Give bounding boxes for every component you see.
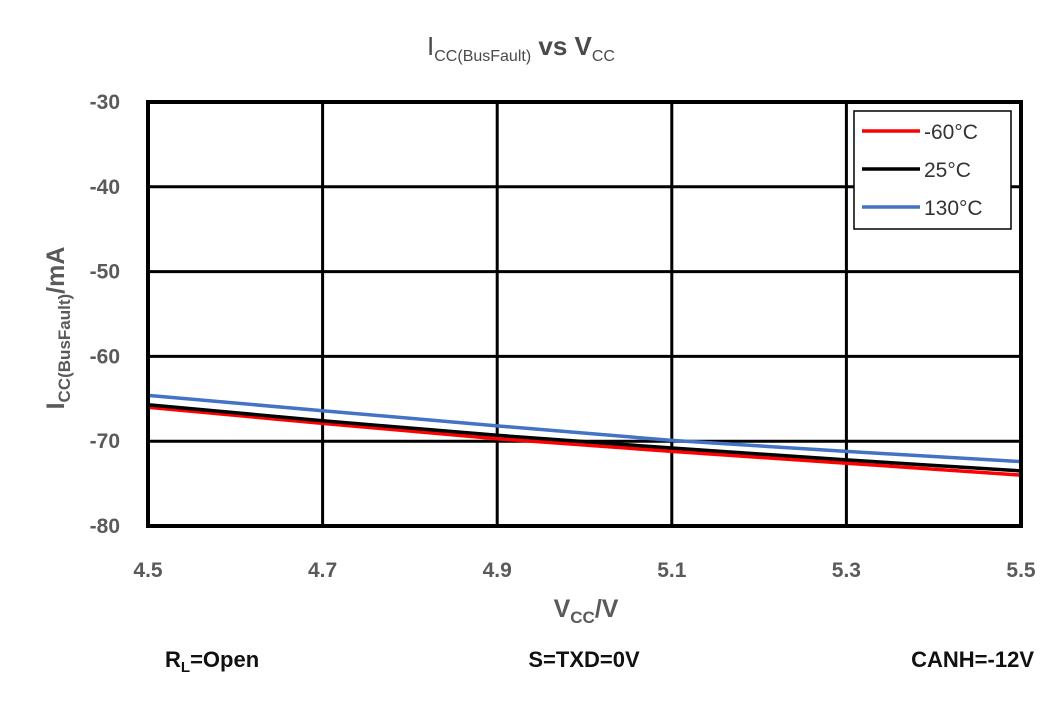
x-tick-label: 4.9 (483, 559, 512, 582)
y-tick-labels: -30 -40 -50 -60 -70 -80 (90, 91, 120, 538)
x-tick-label: 5.1 (657, 559, 687, 582)
y-tick-label: -80 (90, 515, 120, 538)
y-axis-label: ICC(BusFault)/mA (42, 247, 74, 410)
y-tick-label: -70 (90, 430, 120, 453)
series-line-2 (147, 393, 1022, 464)
chart-title: ICC(BusFault) vs VCC (427, 31, 615, 65)
y-tick-label: -60 (90, 345, 120, 368)
annotation-canh: CANH=-12V (911, 647, 1034, 672)
legend-label-1: 25°C (924, 159, 971, 182)
series-line-0 (147, 405, 1022, 477)
legend-label-2: 130°C (924, 197, 983, 220)
series-lines (147, 393, 1022, 477)
x-tick-label: 5.5 (1006, 559, 1036, 582)
x-tick-labels: 4.5 4.7 4.9 5.1 5.3 5.5 (133, 559, 1036, 582)
y-tick-label: -30 (90, 91, 120, 114)
annotation-rl: RL=Open (165, 647, 259, 676)
x-tick-label: 4.5 (133, 559, 163, 582)
y-tick-label: -40 (90, 176, 120, 199)
x-axis-label: VCC/V (554, 595, 619, 627)
x-tick-label: 4.7 (308, 559, 337, 582)
plot-frame (146, 100, 1023, 528)
legend-label-0: -60°C (924, 121, 978, 144)
legend: -60°C 25°C 130°C (853, 110, 1012, 230)
x-tick-label: 5.3 (832, 559, 861, 582)
series-line-1 (147, 402, 1022, 473)
y-tick-label: -50 (90, 261, 120, 284)
annotation-s-txd: S=TXD=0V (528, 647, 640, 672)
